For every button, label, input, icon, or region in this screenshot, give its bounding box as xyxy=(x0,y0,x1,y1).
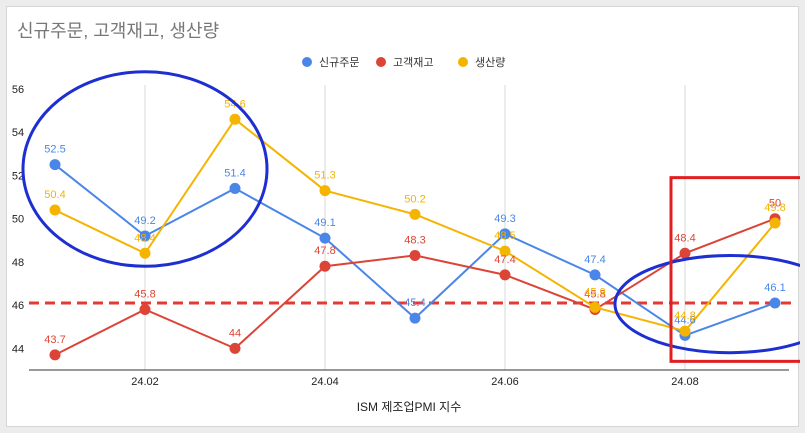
series-2-data-label: 47.8 xyxy=(314,245,335,257)
series-2-data-label: 48.3 xyxy=(404,234,425,246)
x-axis-title: ISM 제조업PMI 지수 xyxy=(357,400,462,414)
legend-label-1: 신규주문 xyxy=(319,56,359,69)
series-2-point xyxy=(319,260,331,272)
series-1-data-label: 51.4 xyxy=(224,167,245,179)
annotations xyxy=(21,70,800,363)
x-tick-label: 24.04 xyxy=(311,376,339,388)
series-2-point xyxy=(139,303,151,315)
series-2-data-label: 43.7 xyxy=(44,334,65,346)
y-tick-label: 46 xyxy=(12,300,24,312)
series-1-point xyxy=(49,159,61,171)
legend-marker-1 xyxy=(302,57,312,67)
highlight-ellipse-2 xyxy=(613,253,800,355)
series-3-point xyxy=(229,113,241,125)
series-3-point xyxy=(49,204,61,216)
chart-frame: 신규주문, 고객재고, 생산량 신규주문 고객재고 생산량 24.02 24.04 24… xyxy=(6,6,800,427)
series-1-point xyxy=(139,230,151,242)
series-1-point xyxy=(769,297,781,309)
series-2-data-label: 45.8 xyxy=(134,288,155,300)
series-2-point xyxy=(229,342,241,354)
y-tick-label: 50 xyxy=(12,214,24,226)
series-2-data-label: 45.8 xyxy=(584,288,605,300)
series-1-point xyxy=(499,228,511,240)
series-3-point xyxy=(769,217,781,229)
legend: 신규주문 고객재고 생산량 xyxy=(302,56,505,69)
series-3-data-label: 45.9 xyxy=(584,286,605,298)
series-2-point xyxy=(499,269,511,281)
series-3-data-label: 49.8 xyxy=(764,202,785,214)
series-3-data-label: 50.4 xyxy=(44,189,65,201)
series-3-data-label: 48.4 xyxy=(134,232,155,244)
series-2-point xyxy=(679,247,691,259)
legend-label-2: 고객재고 xyxy=(393,56,433,69)
y-tick-label: 44 xyxy=(12,343,24,355)
x-tick-label: 24.02 xyxy=(131,376,159,388)
series-1-point xyxy=(319,232,331,244)
series-1-data-label: 49.1 xyxy=(314,217,335,229)
series-1-data-label: 44.6 xyxy=(674,314,695,326)
y-tick-label: 56 xyxy=(12,84,24,96)
line-chart: 신규주문, 고객재고, 생산량 신규주문 고객재고 생산량 24.02 24.04 24… xyxy=(12,21,800,414)
x-tick-label: 24.08 xyxy=(671,376,699,388)
series-2-point xyxy=(49,349,61,361)
series-1-data-label: 45.4 xyxy=(404,297,425,309)
x-tick-label: 24.06 xyxy=(491,376,519,388)
series-1-data-label: 49.2 xyxy=(134,215,155,227)
series-1-data-label: 52.5 xyxy=(44,144,65,156)
series-3-point xyxy=(589,301,601,313)
series-3-point xyxy=(409,208,421,220)
series-1-data-label: 47.4 xyxy=(584,254,605,266)
grid: 24.02 24.04 24.06 24.08 xyxy=(131,85,699,388)
series-3-point xyxy=(319,185,331,197)
legend-label-3: 생산량 xyxy=(475,56,505,69)
series-1-data-label: 46.1 xyxy=(764,282,785,294)
y-tick-label: 54 xyxy=(12,127,24,139)
series-layer xyxy=(49,113,781,361)
legend-marker-2 xyxy=(376,57,386,67)
series-1-data-label: 49.3 xyxy=(494,213,515,225)
series-3-point xyxy=(499,245,511,257)
series-1-point xyxy=(229,182,241,194)
axes: 44 46 48 50 52 54 56 xyxy=(12,84,789,371)
data-labels: 52.5 49.2 51.4 49.1 45.4 49.3 47.4 44.6 46.1 43.7… xyxy=(44,98,785,346)
series-2-data-label: 48.4 xyxy=(674,232,695,244)
series-3-data-label: 48.5 xyxy=(494,230,515,242)
y-tick-label: 52 xyxy=(12,170,24,182)
y-tick-label: 48 xyxy=(12,257,24,269)
chart-title: 신규주문, 고객재고, 생산량 xyxy=(17,21,219,41)
legend-marker-3 xyxy=(458,57,468,67)
series-1-point xyxy=(409,312,421,324)
series-3-data-label: 44.8 xyxy=(674,310,695,322)
series-3-point xyxy=(679,325,691,337)
series-2-data-label: 47.4 xyxy=(494,254,515,266)
series-2-point xyxy=(409,249,421,261)
series-1-point xyxy=(589,269,601,281)
series-2-data-label: 44 xyxy=(229,327,241,339)
series-3-point xyxy=(139,247,151,259)
highlight-ellipse-1 xyxy=(21,70,269,268)
highlight-box xyxy=(669,176,800,363)
series-3-data-label: 50.2 xyxy=(404,193,425,205)
series-3-data-label: 51.3 xyxy=(314,170,335,182)
series-2-data-label: 50 xyxy=(769,198,781,210)
